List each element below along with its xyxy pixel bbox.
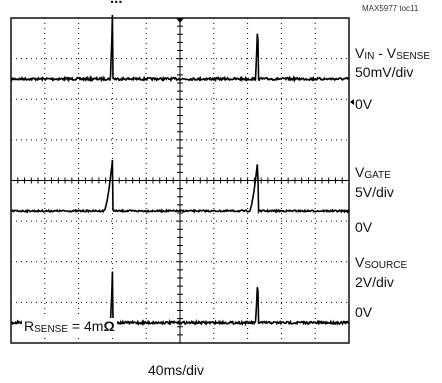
grid	[10, 17, 350, 344]
ch1-label: VIN - VSENSE	[355, 45, 431, 62]
ch3-label: VSOURCE	[355, 254, 408, 271]
ch2-scale: 5V/div	[355, 184, 394, 200]
ch3-scale: 2V/div	[355, 274, 394, 290]
rsense-annotation: RSENSE = 4mΩ	[22, 318, 117, 338]
ch3-zero-label: 0V	[355, 304, 373, 320]
ch2-label: VGATE	[355, 164, 391, 181]
ch1-scale: 50mV/div	[355, 64, 414, 80]
ch1-zero-label: 0V	[355, 96, 373, 112]
trace-ch1	[10, 14, 350, 83]
trigger-marker	[176, 18, 184, 23]
cropped-title: ...	[110, 0, 123, 7]
ch2-zero-label: 0V	[355, 219, 373, 235]
figure-id: MAX5977 toc11	[362, 4, 419, 13]
channel-pointer-icon	[350, 99, 354, 105]
time-scale-label: 40ms/div	[148, 362, 205, 378]
trace-ch2	[10, 159, 350, 215]
